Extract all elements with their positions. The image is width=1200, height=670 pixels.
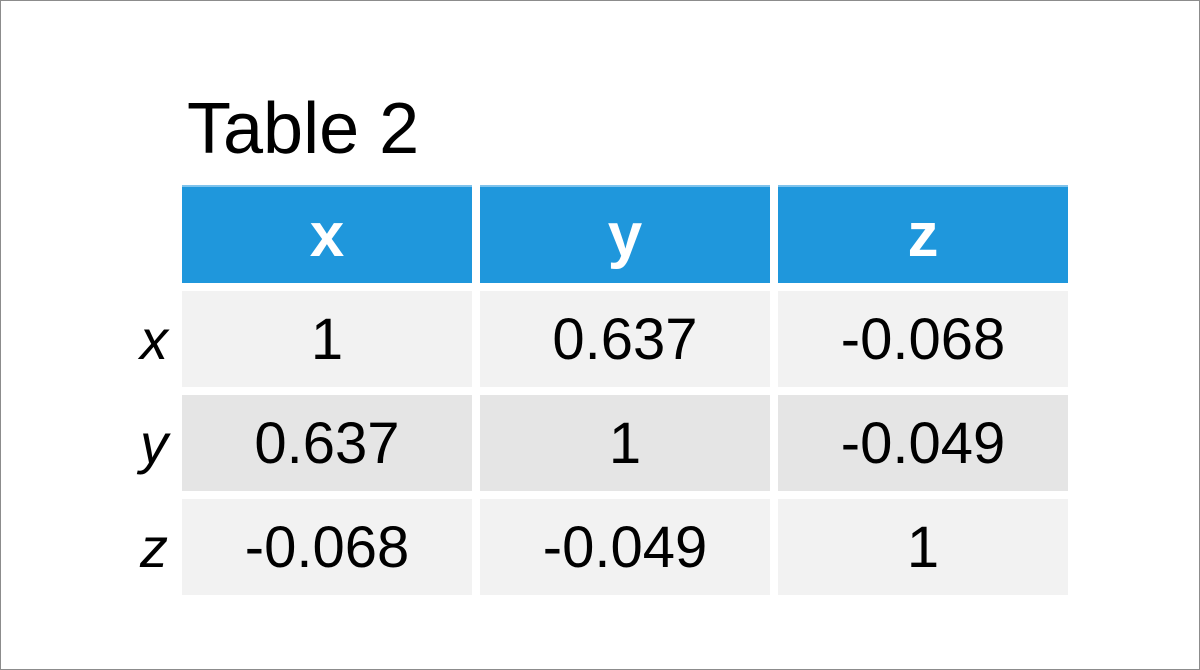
table-row-y: y 0.637 1 -0.049 (134, 395, 1068, 491)
cell-y-y: 1 (480, 395, 770, 491)
corner-cell (134, 185, 174, 283)
cell-z-y: -0.049 (480, 499, 770, 595)
cell-z-z: 1 (778, 499, 1068, 595)
row-header-z: z (140, 515, 168, 579)
row-header-x: x (140, 307, 168, 371)
cell-x-x: 1 (182, 291, 472, 387)
correlation-table: x y z x 1 0.637 -0.068 y 0.637 1 -0.049 … (126, 177, 1076, 603)
cell-y-z: -0.049 (778, 395, 1068, 491)
column-header-z: z (778, 185, 1068, 283)
table-title: Table 2 (187, 89, 420, 169)
row-header-y: y (140, 411, 168, 475)
cell-x-z: -0.068 (778, 291, 1068, 387)
cell-x-y: 0.637 (480, 291, 770, 387)
table-row-x: x 1 0.637 -0.068 (134, 291, 1068, 387)
table-row-z: z -0.068 -0.049 1 (134, 499, 1068, 595)
cell-z-x: -0.068 (182, 499, 472, 595)
column-header-x: x (182, 185, 472, 283)
cell-y-x: 0.637 (182, 395, 472, 491)
header-row: x y z (134, 185, 1068, 283)
column-header-y: y (480, 185, 770, 283)
